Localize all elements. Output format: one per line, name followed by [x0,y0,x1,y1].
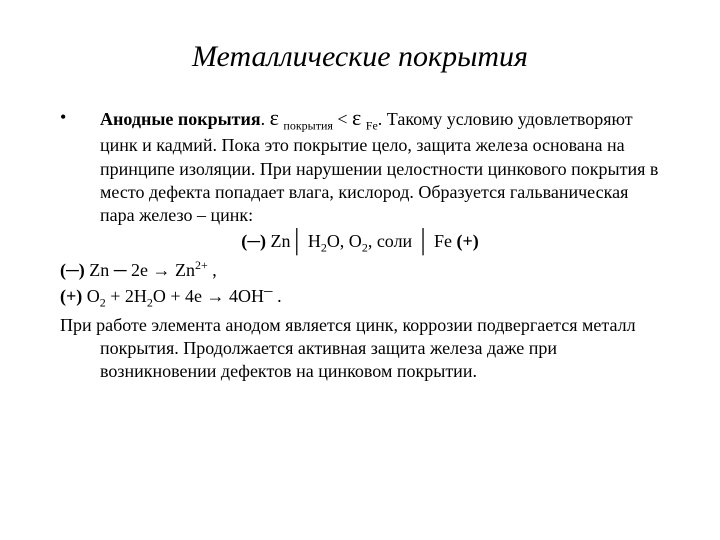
cell-fe: Fe [429,231,456,251]
anode-sup: 2+ [195,258,208,272]
anode-tail: , [208,260,217,280]
cathode-tail: . [273,286,282,306]
anode-equation: (─) Zn ─ 2e → Zn2+ , [60,258,660,282]
cathode-b: + 2H [106,286,147,306]
epsilon-1-sub: покрытия [279,109,333,129]
lt-sign: < [333,109,352,129]
bullet-lead-tail: . [261,109,270,129]
cell-close: (+) [456,231,478,251]
bullet-marker: • [60,104,100,129]
cell-mid-b: O, O [327,231,362,251]
cathode-a: O [87,286,100,306]
cell-notation: (─) Zn│ H2O, O2, соли │ Fe (+) [60,230,660,256]
cathode-open: (+) [60,286,87,306]
epsilon-2: ε [352,105,361,130]
cell-mid-c: , соли [368,231,417,251]
cell-bar-2: │ [417,227,430,256]
anode-body: Zn ─ 2e → Zn [89,260,195,280]
closing-paragraph: При работе элемента анодом является цинк… [60,314,660,384]
cell-open: (─) [241,231,270,251]
cathode-sup: ─ [264,284,273,298]
slide-title: Металлические покрытия [60,40,660,74]
cell-zn: Zn [271,231,291,251]
cell-mid-a: H [303,231,321,251]
epsilon-1: ε [270,105,279,130]
slide: Металлические покрытия • Анодные покрыти… [0,0,720,540]
anode-open: (─) [60,260,89,280]
bullet-item: • Анодные покрытия. ε покрытия < ε Fe. Т… [60,104,660,228]
slide-body: • Анодные покрытия. ε покрытия < ε Fe. Т… [60,104,660,384]
epsilon-2-sub: Fe [361,109,378,129]
cell-bar-1: │ [291,227,304,256]
bullet-text: Анодные покрытия. ε покрытия < ε Fe. Так… [100,104,660,228]
cathode-c: O + 4e → 4OH [153,286,264,306]
bullet-lead-bold: Анодные покрытия [100,109,261,129]
cathode-equation: (+) O2 + 2H2O + 4e → 4OH─ . [60,284,660,311]
